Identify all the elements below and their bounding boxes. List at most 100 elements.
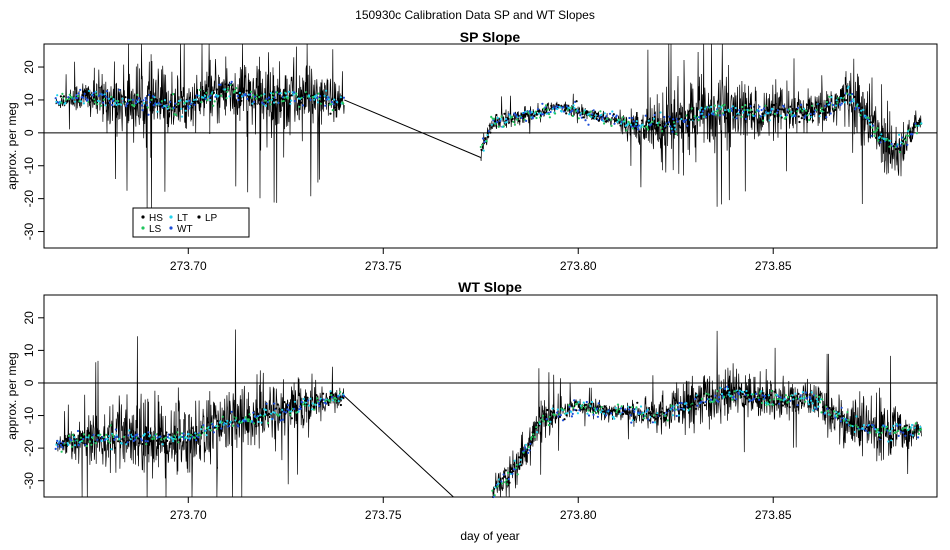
wt-sample-point — [156, 436, 159, 439]
wt-sample-point — [875, 431, 878, 434]
sp-sample-point — [634, 127, 637, 130]
sp-sample-point — [899, 144, 902, 147]
sp-sample-point — [109, 98, 112, 101]
sp-sample-point — [723, 103, 726, 106]
sp-sample-point — [293, 100, 296, 103]
sp-sample-point — [744, 104, 747, 107]
wt-y-tick-label: -30 — [22, 472, 36, 490]
sp-sample-point — [254, 102, 257, 105]
sp-sample-point — [174, 102, 177, 105]
wt-sample-point — [205, 434, 208, 437]
sp-sample-point — [871, 126, 874, 129]
sp-sample-point — [77, 92, 80, 95]
wt-sample-point — [522, 451, 525, 454]
sp-sample-point — [323, 94, 326, 97]
wt-sample-point — [143, 432, 146, 436]
sp-sample-point — [747, 109, 751, 112]
sp-sample-point — [583, 109, 586, 112]
wt-sample-point — [543, 412, 546, 416]
wt-sample-point — [524, 443, 528, 446]
wt-sample-point — [767, 394, 770, 397]
wt-sample-point — [496, 485, 499, 488]
sp-x-tick-label: 273.80 — [560, 259, 597, 273]
sp-plot-frame — [43, 43, 938, 249]
wt-sample-point — [878, 434, 881, 437]
sp-sample-point — [643, 129, 646, 132]
sp-sample-point — [598, 115, 601, 118]
sp-sample-point — [760, 108, 763, 112]
sp-sample-point — [851, 98, 855, 101]
wt-sample-point — [572, 406, 575, 409]
wt-sample-point — [702, 401, 705, 404]
wt-sample-point — [832, 407, 835, 410]
wt-sample-point — [122, 439, 125, 442]
sp-sample-point — [594, 114, 598, 117]
wt-sample-point — [676, 404, 679, 407]
sp-sample-point — [684, 117, 687, 120]
wt-sample-point — [616, 403, 620, 406]
wt-sample-point — [194, 432, 197, 435]
wt-sample-point — [726, 385, 729, 388]
wt-sample-point — [916, 424, 919, 427]
wt-sample-point — [769, 393, 773, 397]
sp-sample-point — [533, 114, 536, 117]
wt-sample-point — [244, 416, 247, 419]
sp-sample-point — [495, 113, 498, 117]
sp-sample-point — [152, 104, 155, 107]
wt-sample-point — [211, 423, 214, 426]
sp-sample-point — [905, 134, 908, 137]
wt-sample-point — [59, 444, 63, 447]
sp-sample-point — [490, 115, 493, 118]
wt-sample-point — [680, 402, 684, 405]
wt-sample-point — [620, 405, 623, 408]
sp-sample-point — [143, 105, 146, 108]
sp-sample-point — [120, 103, 123, 106]
wt-sample-point — [901, 428, 904, 431]
sp-sample-point — [629, 123, 633, 126]
wt-sample-point — [782, 399, 785, 402]
wt-sample-point — [807, 403, 811, 406]
wt-sample-point — [610, 412, 613, 415]
sp-sample-point — [277, 101, 280, 104]
wt-sample-point — [273, 402, 276, 405]
sp-x-ticks: 273.70 273.75 273.80 273.85 — [170, 248, 792, 273]
wt-sample-point — [803, 395, 806, 398]
wt-sample-point — [248, 413, 251, 416]
wt-sample-point — [228, 424, 231, 428]
sp-sample-point — [911, 133, 914, 136]
wt-sample-point — [838, 412, 841, 415]
sp-sample-point — [666, 123, 670, 126]
wt-sample-point — [879, 437, 883, 440]
sp-sample-point — [637, 124, 641, 127]
sp-sample-point — [577, 117, 580, 120]
sp-sample-point — [246, 97, 249, 100]
sp-sample-point — [554, 112, 557, 115]
sp-sample-point — [95, 93, 98, 96]
wt-sample-point — [261, 411, 264, 414]
wt-sample-point — [123, 433, 126, 436]
wt-sample-point — [546, 408, 549, 412]
sp-sample-point — [189, 102, 192, 105]
wt-sample-point — [341, 396, 344, 399]
wt-sample-point — [186, 437, 189, 440]
wt-sample-point — [749, 399, 752, 402]
wt-sample-point — [911, 434, 915, 437]
wt-sample-point — [815, 407, 818, 410]
sp-sample-point — [874, 130, 877, 133]
sp-sample-point — [906, 130, 910, 133]
sp-sample-point — [872, 124, 875, 127]
sp-sample-point — [267, 96, 270, 99]
wt-sample-point — [746, 397, 749, 400]
sp-sample-point — [843, 101, 847, 104]
wt-sample-point — [855, 415, 858, 418]
wt-sample-point — [624, 408, 627, 411]
sp-sample-point — [750, 110, 754, 113]
sp-sample-point — [217, 94, 220, 97]
wt-sample-point — [751, 399, 754, 402]
wt-sample-point — [220, 427, 223, 430]
sp-sample-point — [615, 114, 618, 117]
sp-sample-point — [124, 96, 127, 99]
wt-sample-point — [909, 433, 912, 436]
wt-sample-point — [165, 431, 168, 434]
sp-sample-point — [605, 115, 608, 118]
